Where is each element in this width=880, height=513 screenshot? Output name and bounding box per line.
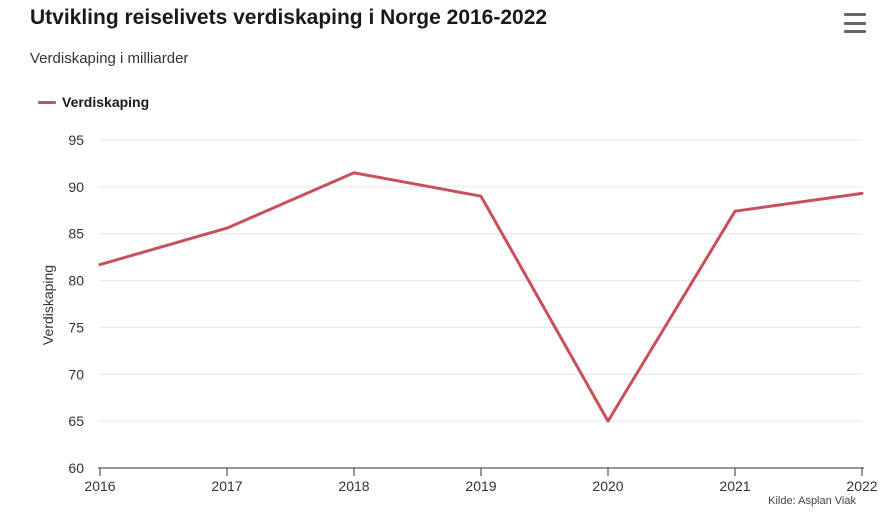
source-credit: Kilde: Asplan Viak — [768, 495, 856, 507]
data-point[interactable] — [221, 222, 233, 234]
y-tick-label: 85 — [68, 226, 84, 242]
data-point[interactable] — [475, 190, 487, 202]
menu-line — [844, 13, 866, 16]
x-axis: 2016 2017 2018 2019 2020 2021 2022 — [84, 467, 878, 494]
y-tick-label: 60 — [68, 460, 84, 476]
data-point[interactable] — [856, 187, 868, 199]
data-point[interactable] — [602, 415, 614, 427]
y-tick-label: 80 — [68, 273, 84, 289]
series-layer — [94, 167, 868, 427]
data-point[interactable] — [729, 205, 741, 217]
y-tick-label: 90 — [68, 179, 84, 195]
chart-title: Utvikling reiselivets verdiskaping i Nor… — [30, 6, 548, 29]
x-tick-label: 2018 — [338, 478, 369, 494]
x-tick-label: 2017 — [211, 478, 242, 494]
legend-item[interactable]: Verdiskaping — [38, 94, 149, 110]
grid-lines — [100, 139, 862, 422]
y-axis-title: Verdiskaping — [40, 265, 56, 345]
x-tick-label: 2016 — [84, 478, 115, 494]
y-tick-label: 70 — [68, 366, 84, 382]
series-line-verdiskaping[interactable] — [98, 171, 864, 423]
menu-line — [844, 30, 866, 33]
x-tick-label: 2019 — [465, 478, 496, 494]
data-point[interactable] — [94, 259, 106, 271]
menu-line — [844, 21, 866, 25]
x-tick-label: 2021 — [719, 478, 750, 494]
y-tick-label: 65 — [68, 413, 84, 429]
x-tick-label: 2022 — [846, 478, 877, 494]
y-tick-label: 75 — [68, 319, 84, 335]
legend-swatch — [38, 100, 56, 104]
legend-label: Verdiskaping — [62, 94, 150, 110]
data-point[interactable] — [348, 167, 360, 179]
y-axis-ticks: 60 65 70 75 80 85 90 95 — [68, 132, 84, 476]
x-tick-label: 2020 — [592, 478, 623, 494]
hamburger-menu-icon[interactable] — [844, 12, 866, 34]
chart-subtitle: Verdiskaping i milliarder — [30, 50, 189, 67]
y-tick-label: 95 — [68, 132, 84, 148]
